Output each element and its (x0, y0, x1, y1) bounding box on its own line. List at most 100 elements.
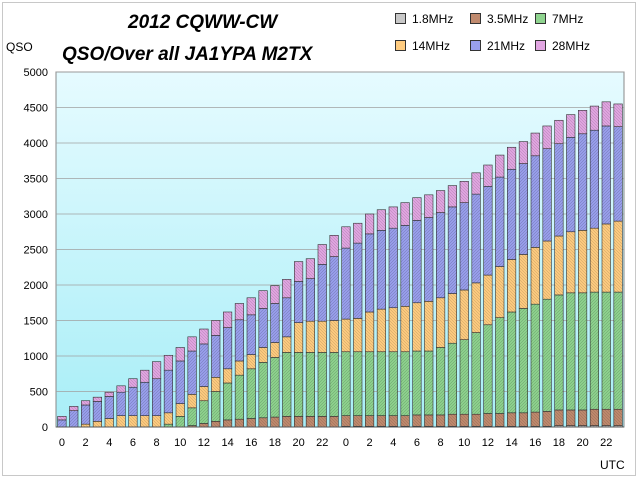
bar-segment-hatch (448, 185, 457, 207)
bar-segment-hatch (317, 416, 327, 427)
bar-segment-hatch (388, 206, 398, 229)
bar-segment-hatch (306, 352, 315, 417)
bar-segment-hatch (400, 415, 410, 427)
bar-segment-hatch (223, 368, 232, 383)
bar-segment-hatch (377, 415, 386, 427)
bar-segment-hatch (57, 416, 67, 420)
bar-segment-hatch (590, 228, 599, 293)
bar-segment-hatch (601, 101, 611, 126)
legend-swatch (395, 40, 406, 51)
bar-segment-hatch (613, 425, 623, 427)
bar-segment-hatch (471, 282, 481, 333)
x-tick-label: 12 (198, 437, 210, 449)
legend-swatch (470, 13, 481, 24)
bar-segment-hatch (116, 385, 126, 393)
bar-segment-hatch (601, 409, 611, 426)
bar-segment-hatch (412, 197, 422, 221)
bar-segment-hatch (246, 354, 256, 369)
bar-segment-hatch (471, 332, 481, 415)
y-tick-label: 1000 (24, 351, 48, 363)
x-tick-label: 4 (106, 437, 112, 449)
bar-segment-hatch (187, 425, 197, 427)
bar-segment-hatch (554, 409, 564, 426)
bar-segment-hatch (270, 417, 280, 427)
bar-segment-hatch (519, 308, 528, 413)
bar-segment-hatch (116, 392, 126, 416)
bar-segment-hatch (81, 404, 90, 425)
bar-segment-hatch (448, 343, 457, 415)
bar-segment-hatch (483, 186, 493, 276)
bar-segment-hatch (412, 351, 422, 415)
legend-swatch (535, 13, 546, 24)
bar-segment-hatch (459, 202, 469, 290)
bar-segment-hatch (400, 306, 410, 352)
bar-segment-hatch (199, 423, 209, 427)
bar-segment-hatch (199, 386, 209, 401)
bar-segment-hatch (601, 223, 611, 293)
bar-segment-hatch (306, 278, 315, 322)
bar-segment-hatch (223, 327, 232, 369)
bar-segment-hatch (542, 299, 552, 412)
x-tick-label: 8 (154, 437, 160, 449)
bar-segment-hatch (578, 409, 587, 426)
bar-segment-hatch (424, 351, 434, 415)
bar-segment-hatch (81, 424, 90, 427)
bar-segment-hatch (353, 351, 363, 416)
bar-segment-hatch (341, 351, 351, 416)
bar-segment-hatch (199, 400, 209, 424)
bar-segment-hatch (436, 347, 445, 415)
x-tick-label: 16 (245, 437, 257, 449)
bar-segment-hatch (448, 293, 457, 344)
bar-segment-hatch (601, 425, 611, 427)
x-tick-label: 2 (83, 437, 89, 449)
bar-segment-hatch (246, 418, 256, 427)
bar-segment-hatch (377, 351, 386, 416)
bar-segment-hatch (566, 409, 576, 426)
bar-segment-hatch (377, 230, 386, 310)
bar-segment-hatch (554, 236, 564, 295)
bar-segment-hatch (400, 202, 410, 226)
bar-segment-hatch (566, 425, 576, 427)
bar-segment-hatch (400, 351, 410, 416)
x-tick-label: 6 (130, 437, 136, 449)
bar-segment-hatch (282, 279, 292, 298)
y-tick-label: 4000 (24, 138, 48, 150)
bar-segment-hatch (69, 410, 79, 427)
x-tick-label: 14 (505, 437, 517, 449)
bar-segment-hatch (223, 382, 232, 420)
bar-segment-hatch (495, 413, 505, 427)
bar-segment-hatch (164, 355, 173, 371)
x-tick-label: 20 (576, 437, 588, 449)
bar-segment-hatch (57, 419, 67, 427)
bar-segment-hatch (282, 336, 292, 353)
chart-title: 2012 CQWW-CW (128, 12, 278, 33)
bar-segment-hatch (306, 321, 315, 353)
bar-segment-hatch (459, 289, 469, 340)
bar-segment-hatch (353, 243, 363, 319)
bar-segment-hatch (365, 351, 374, 416)
bar-segment-hatch (81, 400, 90, 405)
bar-segment-hatch (341, 319, 351, 352)
bar-segment-hatch (329, 320, 339, 353)
bar-segment-hatch (377, 309, 386, 352)
bar-segment-hatch (69, 406, 79, 411)
bar-segment-hatch (590, 106, 599, 131)
bar-segment-hatch (187, 336, 197, 352)
bar-segment-hatch (270, 357, 280, 418)
bar-segment-hatch (507, 169, 516, 260)
bar-segment-hatch (459, 339, 469, 415)
x-tick-label: 12 (482, 437, 494, 449)
bar-segment-hatch (140, 370, 150, 383)
bar-segment-hatch (613, 409, 623, 426)
legend-item: 28MHz (535, 39, 590, 53)
bar-segment-hatch (566, 292, 576, 410)
legend-label: 1.8MHz (412, 12, 454, 26)
legend-item: 21MHz (470, 39, 525, 53)
legend-swatch (470, 40, 481, 51)
bar-segment-hatch (436, 414, 445, 427)
legend-label: 21MHz (487, 39, 526, 53)
bar-segment-hatch (104, 418, 114, 427)
bar-segment-hatch (519, 141, 528, 164)
x-axis-label: UTC (600, 458, 625, 472)
bar-segment-hatch (329, 256, 339, 321)
